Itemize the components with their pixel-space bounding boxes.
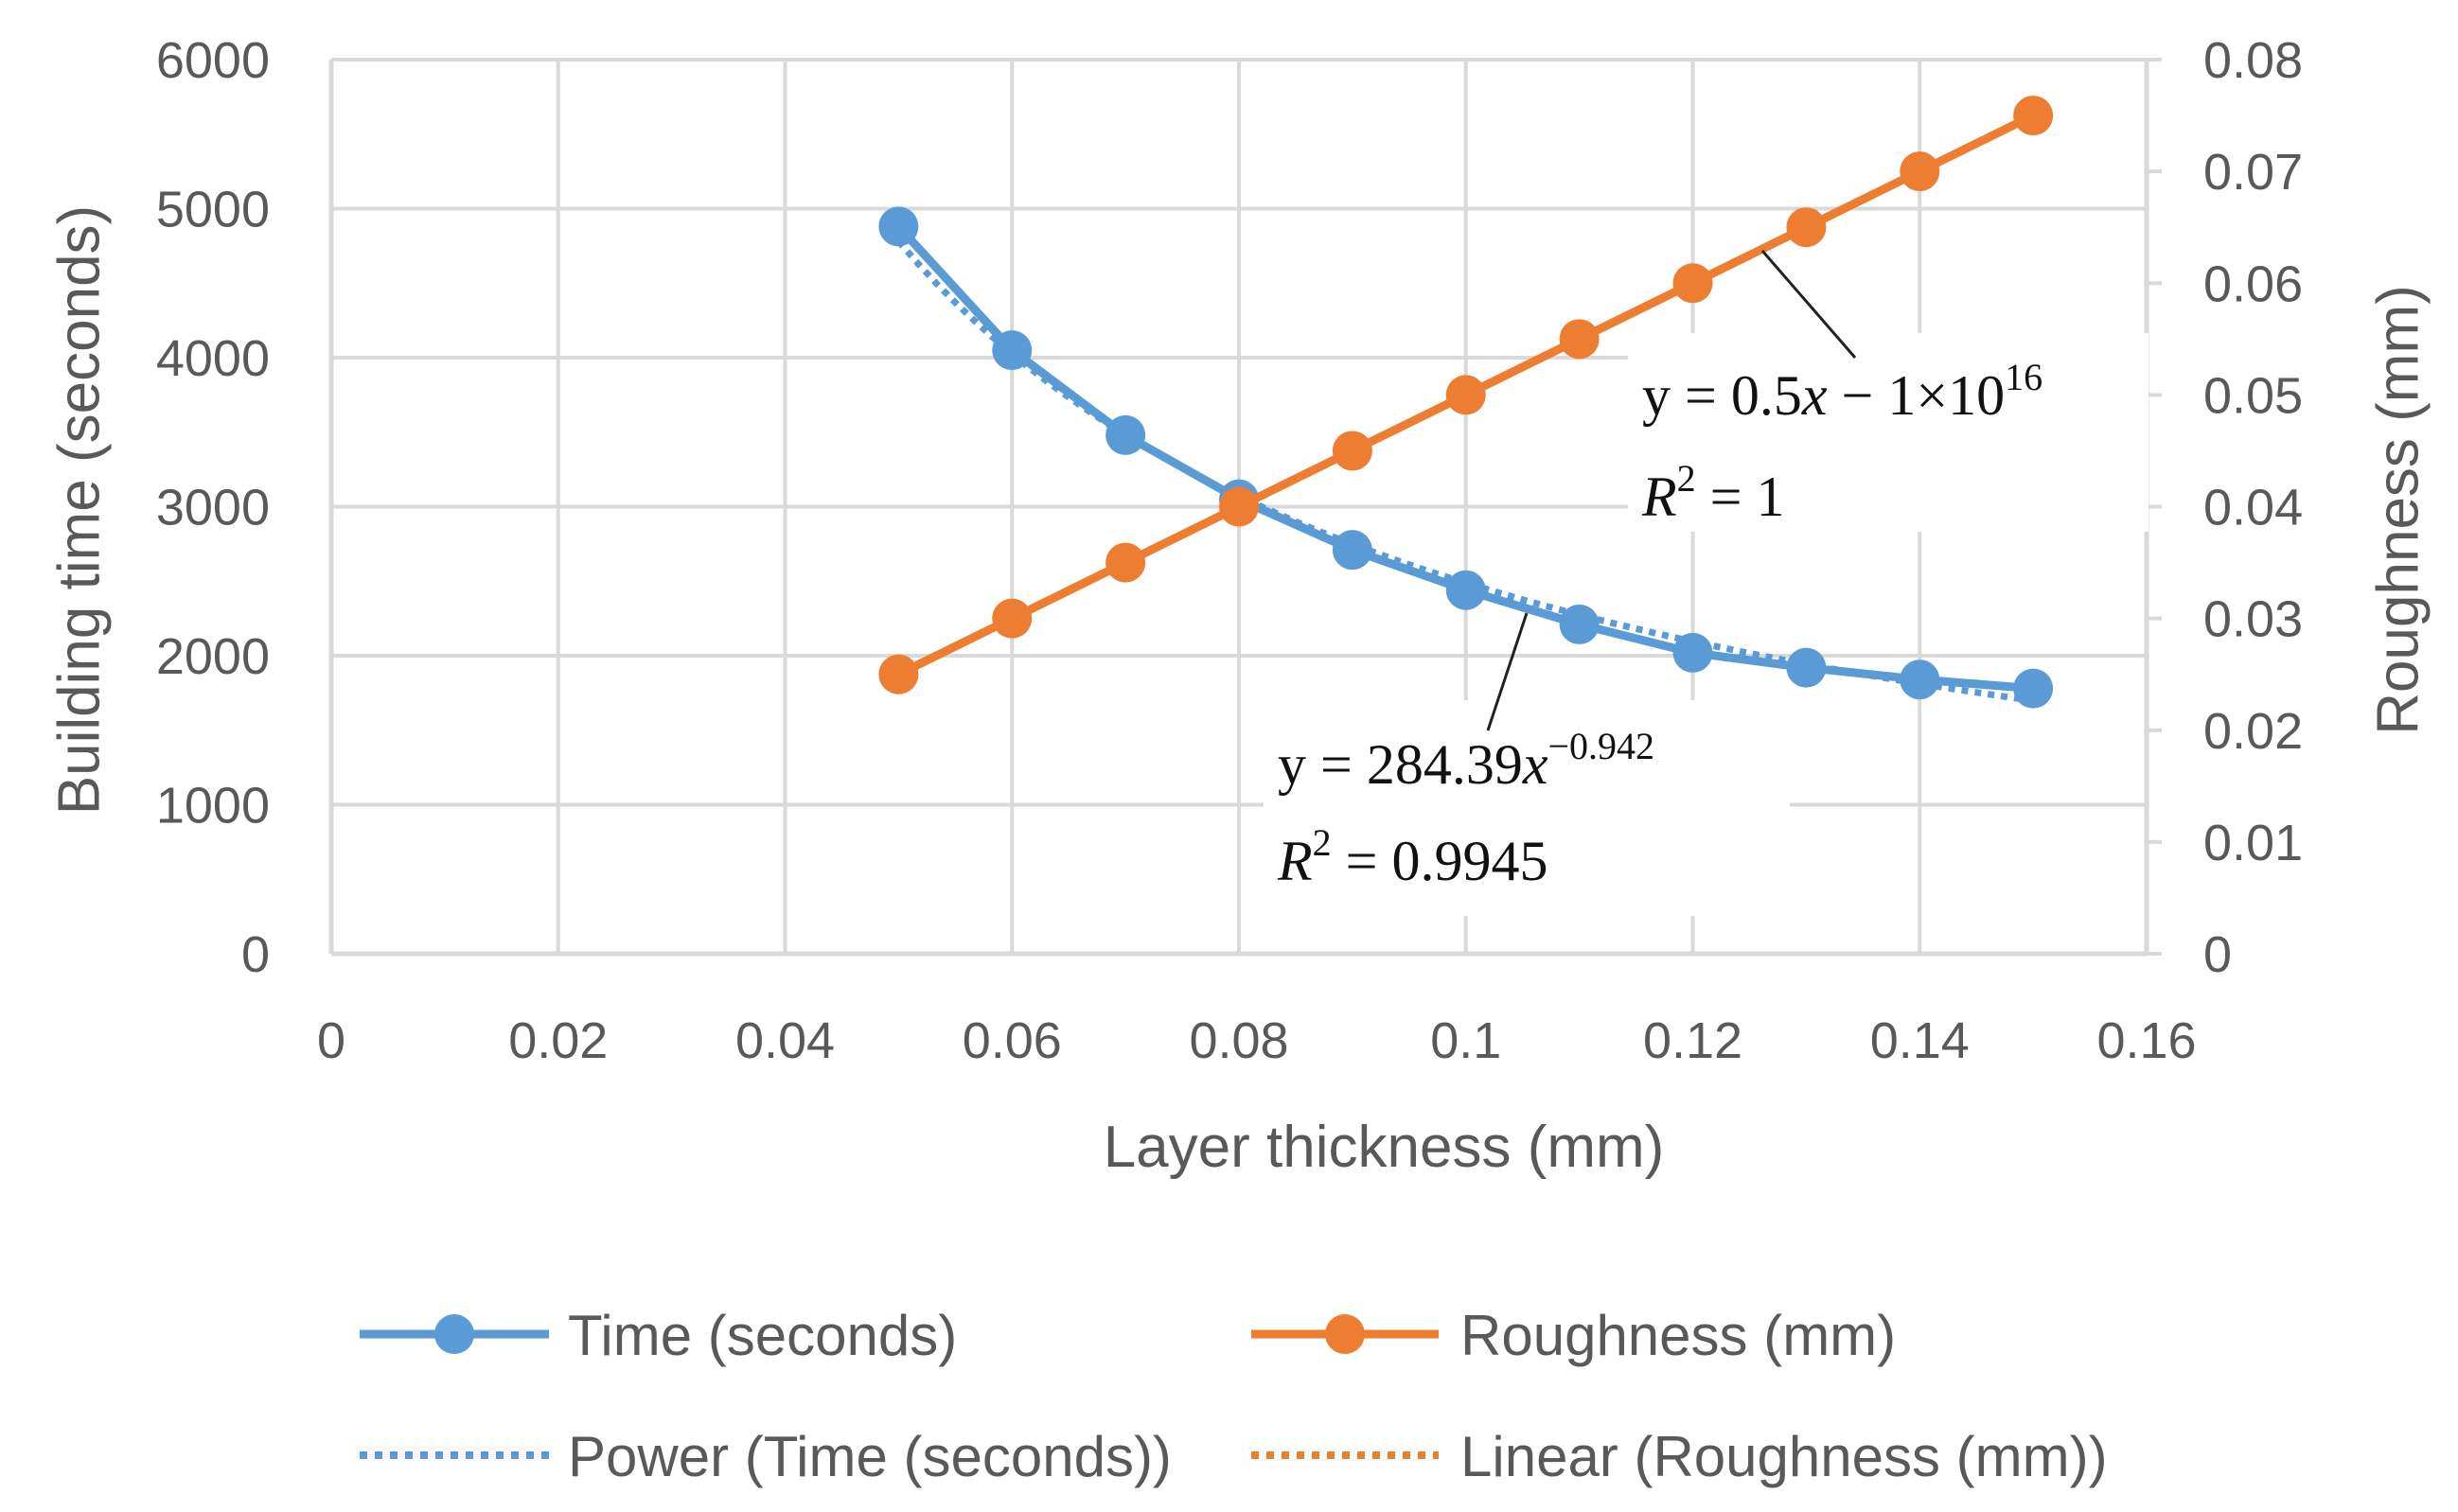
power-r-squared: R2 = 0.9945	[1277, 821, 1548, 892]
y-right-tick-label: 0.06	[2203, 255, 2303, 312]
y-left-tick-label: 4000	[156, 330, 270, 387]
y-right-tick-label: 0.01	[2203, 815, 2303, 871]
x-tick-label: 0.04	[735, 1012, 835, 1069]
x-axis-title: Layer thickness (mm)	[1104, 1115, 1665, 1180]
y-right-tick-label: 0.08	[2203, 32, 2303, 89]
legend-marker-roughness	[1325, 1314, 1365, 1354]
y-left-tick-label: 3000	[156, 480, 270, 536]
legend-item-roughness[interactable]: Roughness (mm)	[1251, 1304, 1896, 1367]
data-point-roughness	[1559, 319, 1600, 360]
y-right-tick-label: 0.07	[2203, 144, 2303, 201]
data-point-time	[1900, 659, 1940, 700]
data-point-roughness	[1105, 542, 1146, 583]
data-point-time	[878, 206, 919, 247]
y-axis-left-title: Building time (seconds)	[46, 205, 112, 815]
x-tick-label: 0.12	[1643, 1012, 1742, 1069]
y-left-tick-label: 0	[241, 926, 270, 983]
y-left-tick-label: 6000	[156, 32, 270, 89]
legend-marker-time	[434, 1314, 474, 1354]
linear-r-squared: R2 = 1	[1641, 457, 1785, 528]
trendline-annotations: y = 284.39x−0.942 R2 = 0.9945 y = 0.5x −…	[1264, 250, 2149, 916]
y-right-tick-label: 0.02	[2203, 703, 2303, 760]
data-point-time	[1105, 414, 1146, 455]
data-point-roughness	[878, 654, 919, 694]
data-point-roughness	[1219, 486, 1259, 527]
x-tick-label: 0.06	[963, 1012, 1062, 1069]
x-tick-label: 0.02	[508, 1012, 608, 1069]
y-right-tick-label: 0.05	[2203, 367, 2303, 424]
legend-item-linear[interactable]: Linear (Roughness (mm))	[1251, 1425, 2108, 1488]
data-point-roughness	[1672, 263, 1713, 304]
data-point-time	[992, 330, 1033, 371]
data-point-roughness	[992, 598, 1033, 639]
series-layer	[878, 96, 2054, 709]
y-right-tick-label: 0	[2203, 926, 2232, 983]
y-axis-right-title: Roughness (mm)	[2365, 285, 2431, 734]
legend-item-time[interactable]: Time (seconds)	[360, 1304, 957, 1367]
data-point-time	[1672, 632, 1713, 673]
tick-labels: 0 0.02 0.04 0.06 0.08 0.1 0.12 0.14 0.1601000200…	[156, 32, 2303, 1069]
linear-equation-leader	[1760, 250, 1857, 359]
data-point-roughness	[1445, 375, 1486, 415]
x-tick-label: 0.16	[2096, 1012, 2196, 1069]
data-point-roughness	[1900, 151, 1940, 192]
power-equation: y = 284.39x−0.942	[1278, 725, 1654, 796]
data-point-roughness	[1332, 431, 1372, 471]
legend-label-roughness: Roughness (mm)	[1460, 1304, 1896, 1367]
y-left-tick-label: 5000	[156, 182, 270, 238]
power-equation-leader	[1486, 612, 1529, 731]
data-point-time	[1786, 647, 1827, 688]
power-equation-box	[1264, 700, 1790, 916]
legend-item-power[interactable]: Power (Time (seconds))	[360, 1425, 1172, 1488]
data-point-roughness	[1786, 207, 1827, 248]
linear-equation-text: y = 0.5x − 1×1016	[1642, 356, 2042, 427]
data-point-roughness	[2013, 96, 2054, 136]
linear-equation-box	[1628, 333, 2149, 532]
legend: Time (seconds) Roughness (mm) Power (Tim…	[360, 1304, 2108, 1488]
y-right-tick-label: 0.04	[2203, 480, 2303, 536]
data-point-time	[1332, 530, 1372, 571]
y-left-tick-label: 1000	[156, 778, 270, 835]
x-tick-label: 0.14	[1870, 1012, 1970, 1069]
x-tick-label: 0	[317, 1012, 345, 1069]
y-right-tick-label: 0.03	[2203, 591, 2303, 648]
legend-label-linear: Linear (Roughness (mm))	[1460, 1425, 2108, 1488]
y-left-tick-label: 2000	[156, 628, 270, 685]
x-tick-label: 0.1	[1430, 1012, 1501, 1069]
legend-label-time: Time (seconds)	[568, 1304, 957, 1367]
data-point-time	[1559, 604, 1600, 644]
x-tick-label: 0.08	[1189, 1012, 1288, 1069]
legend-label-power: Power (Time (seconds))	[568, 1425, 1172, 1488]
data-point-time	[1445, 570, 1486, 610]
data-point-time	[2013, 668, 2054, 709]
